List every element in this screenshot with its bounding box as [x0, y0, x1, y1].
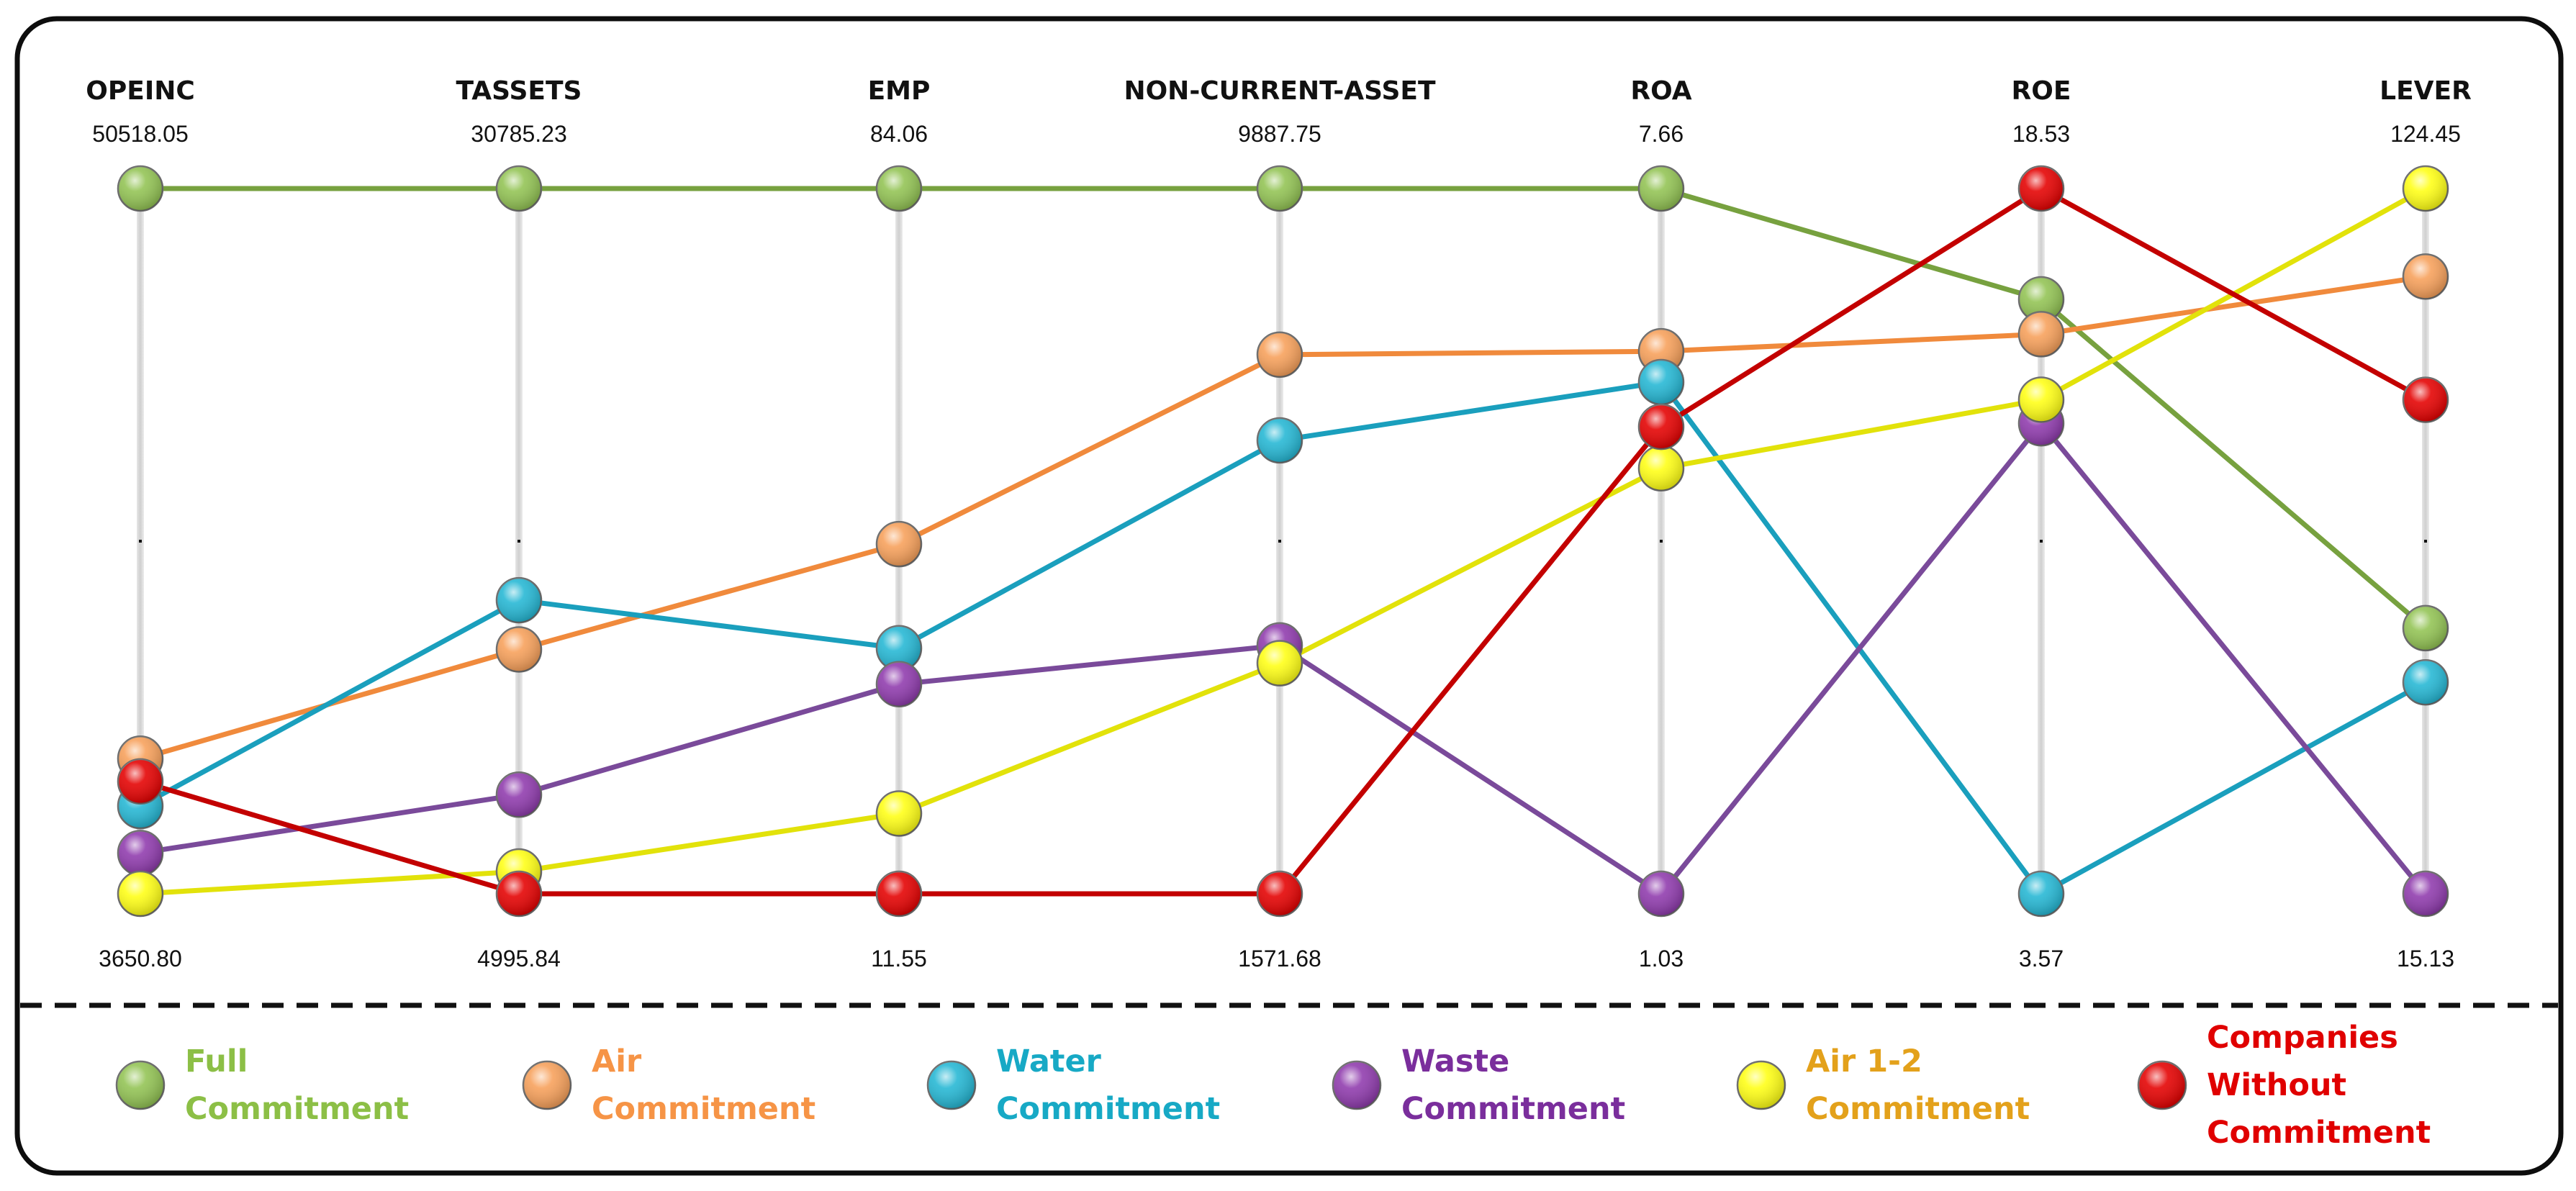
marker-air-1-2-commitment-opeinc — [117, 870, 164, 918]
legend-label-water-commitment-line-2: Commitment — [996, 1091, 1220, 1127]
marker-full-commitment-tassets — [495, 165, 543, 212]
legend-label-water-commitment-line-1: Water — [996, 1043, 1102, 1079]
marker-waste-commitment-opeinc — [117, 830, 164, 877]
marker-air-1-2-commitment-roa — [1637, 445, 1685, 492]
marker-water-commitment-non-current-asset — [1256, 417, 1303, 464]
marker-air-commitment-roe — [2017, 311, 2065, 358]
axis-title-roe: ROE — [2012, 76, 2071, 106]
axis-max-label-roa: 7.66 — [1639, 121, 1684, 147]
marker-full-commitment-lever — [2402, 604, 2449, 652]
marker-full-commitment-roa — [1637, 165, 1685, 212]
legend-marker-waste-commitment — [1332, 1060, 1382, 1110]
marker-air-commitment-non-current-asset — [1256, 331, 1303, 379]
legend-label-full-commitment-line-1: Full — [185, 1043, 248, 1079]
marker-water-commitment-emp — [875, 625, 923, 671]
marker-air-1-2-commitment-non-current-asset — [1256, 640, 1303, 687]
legend-label-air-commitment-line-1: Air — [592, 1043, 642, 1079]
axis-mid-tick-tassets — [518, 540, 520, 543]
marker-companies-without-commitment-tassets — [495, 870, 543, 918]
axis-title-non-current-asset: NON-CURRENT-ASSET — [1124, 76, 1436, 106]
marker-air-1-2-commitment-roe — [2017, 376, 2065, 423]
axis-title-roa: ROA — [1630, 76, 1691, 106]
marker-air-commitment-emp — [875, 520, 923, 568]
legend-marker-companies-without-commitment — [2137, 1060, 2187, 1110]
marker-companies-without-commitment-emp — [875, 870, 923, 918]
axis-min-label-emp: 11.55 — [871, 946, 927, 972]
axis-min-label-lever: 15.13 — [2397, 946, 2454, 972]
legend-label-full-commitment-line-2: Commitment — [185, 1091, 409, 1127]
axis-max-label-emp: 84.06 — [870, 121, 928, 147]
legend-marker-air-commitment — [522, 1060, 572, 1110]
marker-companies-without-commitment-roe — [2017, 165, 2065, 212]
marker-air-commitment-lever — [2402, 253, 2449, 300]
axis-max-label-lever: 124.45 — [2390, 121, 2461, 147]
marker-air-1-2-commitment-lever — [2402, 165, 2449, 212]
marker-full-commitment-non-current-asset — [1256, 165, 1303, 212]
axis-title-emp: EMP — [868, 76, 931, 106]
marker-water-commitment-roa — [1637, 358, 1685, 406]
marker-waste-commitment-roa — [1637, 870, 1685, 918]
legend-label-waste-commitment-line-2: Commitment — [1401, 1091, 1625, 1127]
axis-min-label-roa: 1.03 — [1639, 946, 1684, 972]
axis-mid-tick-lever — [2424, 540, 2427, 543]
legend-label-companies-without-commitment-line-2: Without — [2207, 1067, 2346, 1103]
axis-mid-tick-roa — [1660, 540, 1663, 543]
axis-title-tassets: TASSETS — [456, 76, 582, 106]
axis-max-label-roe: 18.53 — [2012, 121, 2070, 147]
axis-min-label-non-current-asset: 1571.68 — [1238, 946, 1321, 972]
axis-title-opeinc: OPEINC — [86, 76, 195, 106]
legend-label-waste-commitment-line-1: Waste — [1401, 1043, 1509, 1079]
axis-mid-tick-roe — [2040, 540, 2043, 543]
marker-water-commitment-roe — [2017, 870, 2065, 918]
axis-min-label-opeinc: 3650.80 — [99, 946, 182, 972]
marker-companies-without-commitment-non-current-asset — [1256, 870, 1303, 918]
axis-mid-tick-non-current-asset — [1278, 540, 1281, 543]
legend-label-air-1-2-commitment-line-1: Air 1-2 — [1806, 1043, 1922, 1079]
legend-label-air-1-2-commitment-line-2: Commitment — [1806, 1091, 2030, 1127]
marker-companies-without-commitment-lever — [2402, 376, 2449, 423]
axis-max-label-tassets: 30785.23 — [471, 121, 566, 147]
marker-waste-commitment-emp — [875, 661, 923, 707]
marker-water-commitment-lever — [2402, 658, 2449, 706]
axis-min-label-tassets: 4995.84 — [477, 946, 561, 972]
axis-max-label-opeinc: 50518.05 — [92, 121, 188, 147]
legend-marker-air-1-2-commitment — [1736, 1060, 1786, 1110]
legend-marker-water-commitment — [926, 1060, 977, 1110]
axis-min-label-roe: 3.57 — [2019, 946, 2064, 972]
legend-label-companies-without-commitment-line-1: Companies — [2207, 1020, 2398, 1056]
axis-title-lever: LEVER — [2380, 76, 2472, 106]
marker-air-commitment-tassets — [495, 626, 543, 673]
marker-full-commitment-opeinc — [117, 165, 164, 212]
marker-companies-without-commitment-roa — [1637, 403, 1685, 450]
marker-companies-without-commitment-opeinc — [117, 758, 164, 805]
marker-waste-commitment-tassets — [495, 771, 543, 818]
marker-water-commitment-tassets — [495, 576, 543, 624]
legend-marker-full-commitment — [115, 1060, 166, 1110]
chart-frame — [14, 16, 2564, 1176]
axis-max-label-non-current-asset: 9887.75 — [1238, 121, 1321, 147]
marker-waste-commitment-lever — [2402, 870, 2449, 918]
axis-mid-tick-opeinc — [139, 540, 142, 543]
legend-label-companies-without-commitment-line-3: Commitment — [2207, 1115, 2431, 1151]
legend-label-air-commitment-line-2: Commitment — [592, 1091, 815, 1127]
marker-full-commitment-emp — [875, 165, 923, 212]
marker-air-1-2-commitment-emp — [875, 790, 923, 837]
